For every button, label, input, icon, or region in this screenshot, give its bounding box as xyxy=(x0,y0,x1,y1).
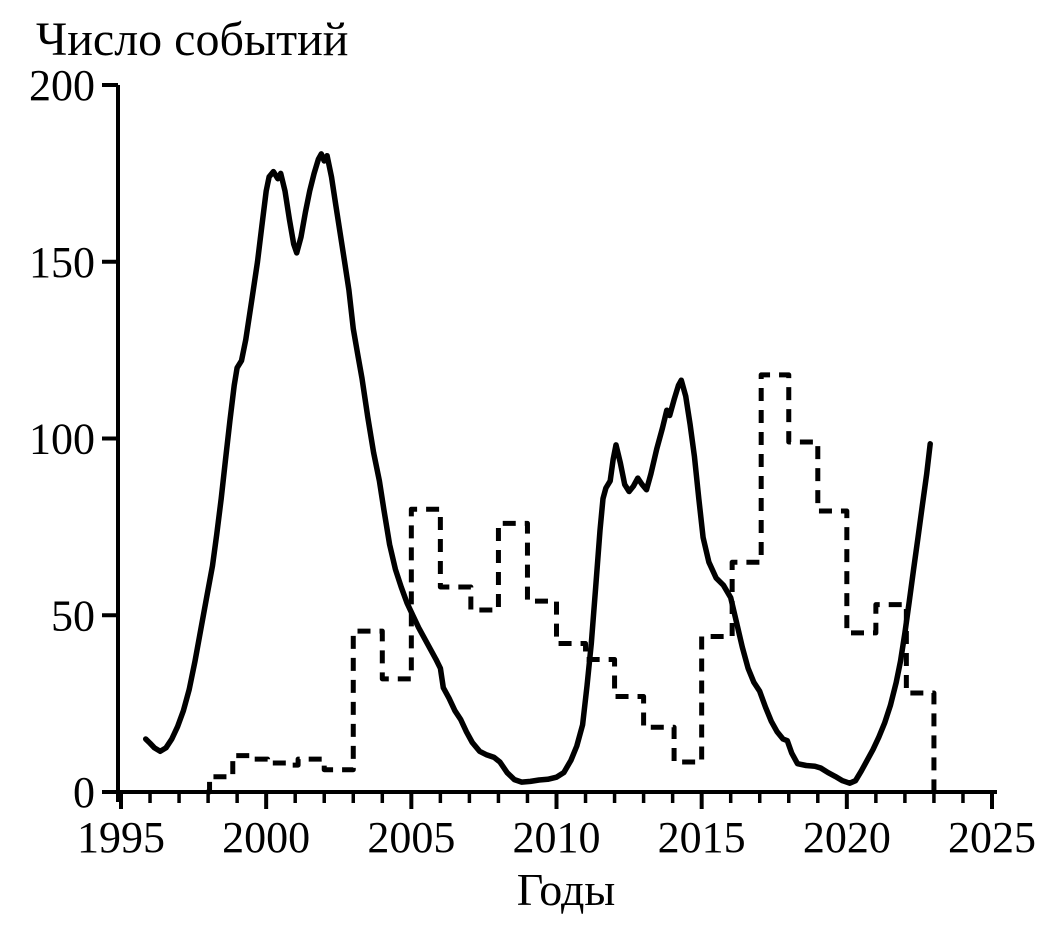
y-axis-title: Число событий xyxy=(36,13,348,66)
x-tick-label: 2015 xyxy=(658,813,746,862)
yearly-events-step-line xyxy=(206,372,937,795)
y-tick-label: 50 xyxy=(51,591,95,640)
plot-area: 0 50 100 150 200 1995 2000 2005 2010 2015 2020 2025 xyxy=(29,61,1036,862)
y-tick-label: 200 xyxy=(29,61,95,110)
y-tick-label: 150 xyxy=(29,238,95,287)
x-tick-label: 2000 xyxy=(222,813,310,862)
y-tick-label: 100 xyxy=(29,415,95,464)
x-tick-label: 1995 xyxy=(77,813,165,862)
y-tick-label: 0 xyxy=(73,768,95,817)
smoothed-monthly-events-line xyxy=(142,151,933,786)
x-tick-label: 2010 xyxy=(513,813,601,862)
x-tick-label: 2025 xyxy=(948,813,1036,862)
x-tick-label: 2020 xyxy=(803,813,891,862)
x-axis-title: Годы xyxy=(517,864,616,915)
x-tick-label: 2005 xyxy=(367,813,455,862)
